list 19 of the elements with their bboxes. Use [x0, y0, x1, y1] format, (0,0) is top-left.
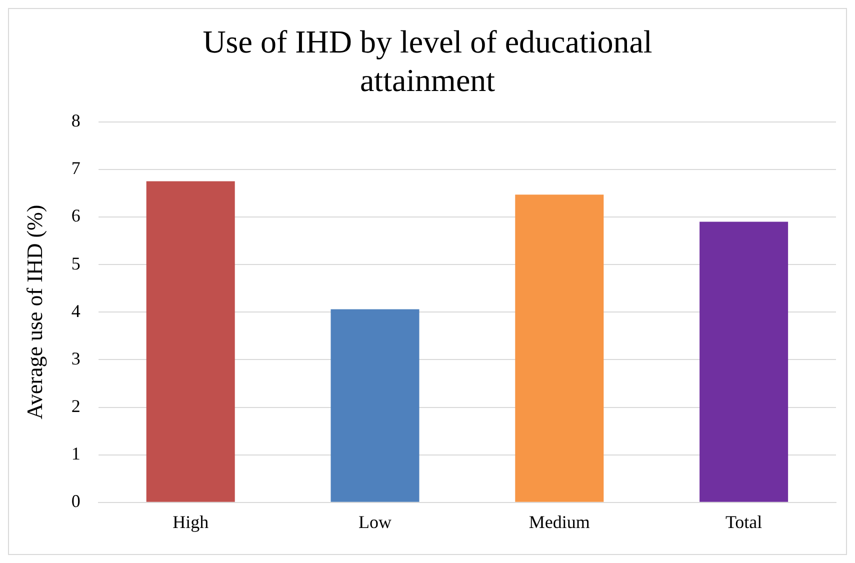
- x-tick-label: Low: [358, 512, 392, 532]
- x-tick-label: High: [172, 512, 209, 532]
- x-tick-label: Total: [725, 512, 762, 532]
- y-tick-label: 2: [71, 396, 80, 416]
- y-tick-label: 5: [71, 253, 80, 274]
- chart-title: Use of IHD by level of educational attainment: [202, 24, 652, 98]
- bar: [146, 181, 235, 502]
- y-tick-label: 1: [71, 444, 80, 464]
- y-tick-label: 6: [71, 206, 80, 226]
- y-tick-label: 4: [71, 300, 80, 321]
- bar: [700, 222, 788, 502]
- y-tick-label: 7: [71, 158, 80, 178]
- y-tick-label: 0: [71, 491, 80, 512]
- bar: [515, 194, 604, 502]
- y-axis-title: Average use of IHD (%): [22, 204, 47, 420]
- y-tick-label: 8: [71, 110, 80, 131]
- y-tick-label: 3: [71, 348, 80, 368]
- x-tick-label: Medium: [528, 512, 590, 532]
- bar: [330, 309, 420, 502]
